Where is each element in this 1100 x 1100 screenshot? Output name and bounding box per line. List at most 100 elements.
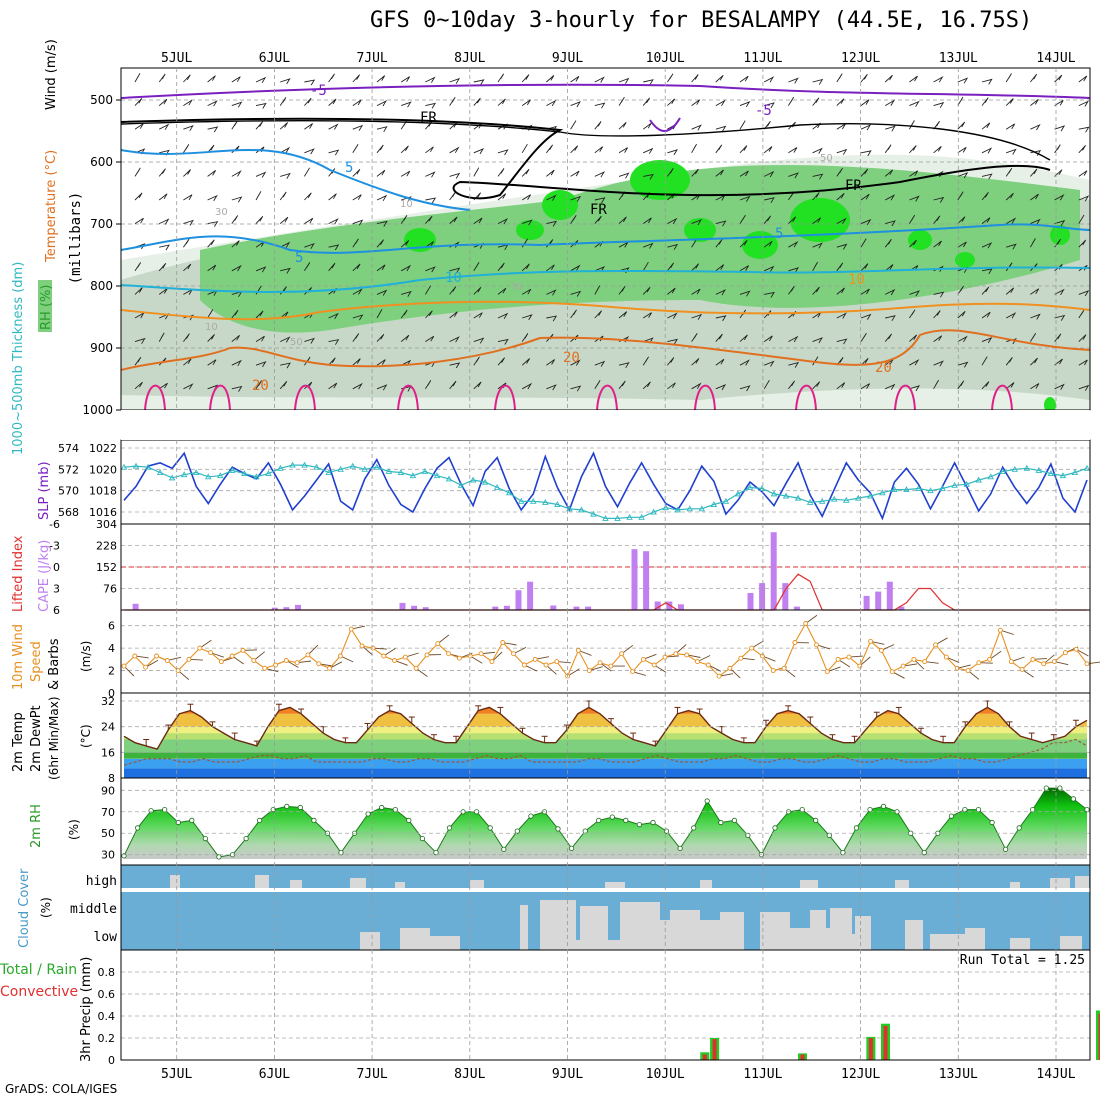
- ylabel: 2m RH: [29, 804, 44, 848]
- wind-barb: [231, 385, 243, 392]
- thickness-point: [554, 501, 561, 507]
- wind-speed-point: [208, 650, 214, 656]
- cloud-clear: [840, 934, 870, 950]
- ytick-label: 8: [108, 772, 115, 785]
- wind-barb: [885, 220, 896, 227]
- wind-barb: [594, 76, 605, 83]
- rh-point: [1070, 796, 1077, 802]
- temp-contour-20-line: [120, 329, 1091, 371]
- cape-bar: [793, 606, 800, 610]
- wind-barb: [763, 335, 773, 342]
- wind-barb: [594, 240, 604, 248]
- wind-barb: [522, 219, 533, 226]
- wind-barb: [158, 263, 167, 272]
- wind-speed-point: [846, 654, 852, 660]
- wind-barb: [231, 215, 239, 224]
- freezing-line: [120, 120, 1051, 161]
- wind-speed-point: [240, 647, 246, 653]
- wind-barb: [1054, 314, 1066, 321]
- wind-speed-point: [154, 653, 159, 659]
- wind-barb: [1030, 99, 1039, 106]
- wind-barb: [425, 146, 434, 154]
- wind-barb: [134, 381, 143, 390]
- wind-barb: [1030, 332, 1037, 342]
- rh-point: [704, 798, 710, 804]
- thickness-point: [590, 510, 597, 517]
- ylabel-left: 1000~500mb Thickness (dm): [11, 262, 26, 455]
- wind-barb: [933, 379, 939, 390]
- wind-barb: [328, 123, 339, 130]
- wind-speed-point: [413, 665, 419, 671]
- wind-barb: [352, 288, 363, 295]
- ytick-label-left: 574: [58, 442, 79, 455]
- rh-point: [813, 817, 819, 824]
- wind-barb: [449, 216, 458, 224]
- wind-speed-point: [597, 660, 603, 666]
- ylabel: Cloud Cover: [17, 868, 32, 948]
- wind-barb: [449, 267, 461, 274]
- wind-barb: [739, 75, 749, 83]
- wind-barb: [981, 192, 989, 201]
- wind-barb: [836, 167, 843, 177]
- rh-point: [745, 832, 751, 839]
- thickness-point: [289, 461, 296, 468]
- thickness-point: [325, 469, 332, 475]
- thickness-point: [180, 471, 188, 478]
- thickness-point: [674, 506, 681, 513]
- wind-barb: [860, 357, 869, 366]
- thickness-point: [1071, 469, 1079, 475]
- wind-barb: [158, 193, 168, 201]
- wind-barb: [400, 145, 409, 154]
- cloud-clear: [605, 882, 625, 888]
- wind-barb: [304, 79, 316, 86]
- ytick-label: 0: [108, 687, 115, 700]
- ylabel: (millibars): [68, 192, 84, 285]
- thickness-point: [915, 485, 922, 491]
- cloud-clear: [1075, 876, 1089, 888]
- wind-barb: [618, 96, 625, 106]
- wind-barb: [255, 171, 267, 178]
- wind-barb: [183, 124, 194, 132]
- wind-barb: [642, 192, 651, 201]
- rh-shade-bright: [742, 231, 778, 259]
- cape-bar: [492, 606, 499, 610]
- xtick-label-top: 14JUL: [1036, 51, 1075, 66]
- temp-line: [123, 706, 1088, 750]
- wind-barb: [933, 310, 941, 319]
- wind-barb: [594, 102, 606, 109]
- wind-speed-point: [186, 656, 192, 662]
- wind-speed-point: [586, 668, 592, 674]
- thickness-point: [301, 461, 308, 468]
- thickness-point: [421, 468, 429, 474]
- wind-barb: [207, 100, 218, 107]
- wind-barb: [231, 76, 241, 83]
- wind-barb: [1078, 239, 1087, 248]
- wind-barb: [1078, 145, 1086, 154]
- xtick-label-bottom: 5JUL: [161, 1067, 192, 1082]
- wind-barb: [570, 195, 582, 202]
- wind-barb: [642, 261, 649, 272]
- wind-barb: [788, 335, 799, 343]
- rh-point: [175, 819, 181, 826]
- temp-band: [124, 733, 1087, 740]
- wind-barb: [1005, 287, 1015, 295]
- rh-point: [921, 849, 927, 856]
- precip-conv-bar: [883, 1025, 888, 1060]
- thickness-point: [542, 498, 549, 505]
- wind-barb: [667, 149, 678, 156]
- wind-speed-point: [370, 645, 376, 651]
- xtick-label-bottom: 7JUL: [356, 1067, 387, 1082]
- wind-barb: [715, 315, 727, 322]
- legend-conv: Convective: [0, 984, 78, 1000]
- cloud-panel: high middle low Cloud Cover (%): [17, 865, 1090, 950]
- wind-barb: [328, 288, 337, 295]
- wind-barb: [643, 173, 654, 180]
- wind-barb: [812, 381, 821, 390]
- wind-barb: [618, 121, 627, 130]
- wind-barb: [183, 194, 193, 201]
- wind-barb: [981, 242, 993, 249]
- wind-barb: [376, 309, 383, 319]
- wind-barb: [667, 98, 676, 106]
- wind-barb: [425, 215, 433, 224]
- temp-contour-15-line: [120, 300, 1091, 321]
